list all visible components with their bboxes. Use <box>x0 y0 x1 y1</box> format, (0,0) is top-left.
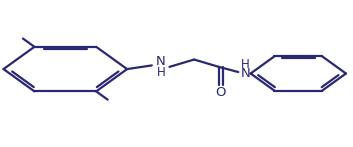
Text: O: O <box>216 86 226 99</box>
Text: N: N <box>156 55 166 67</box>
Text: H: H <box>241 58 250 71</box>
Text: N: N <box>240 67 250 80</box>
Text: H: H <box>157 66 166 79</box>
